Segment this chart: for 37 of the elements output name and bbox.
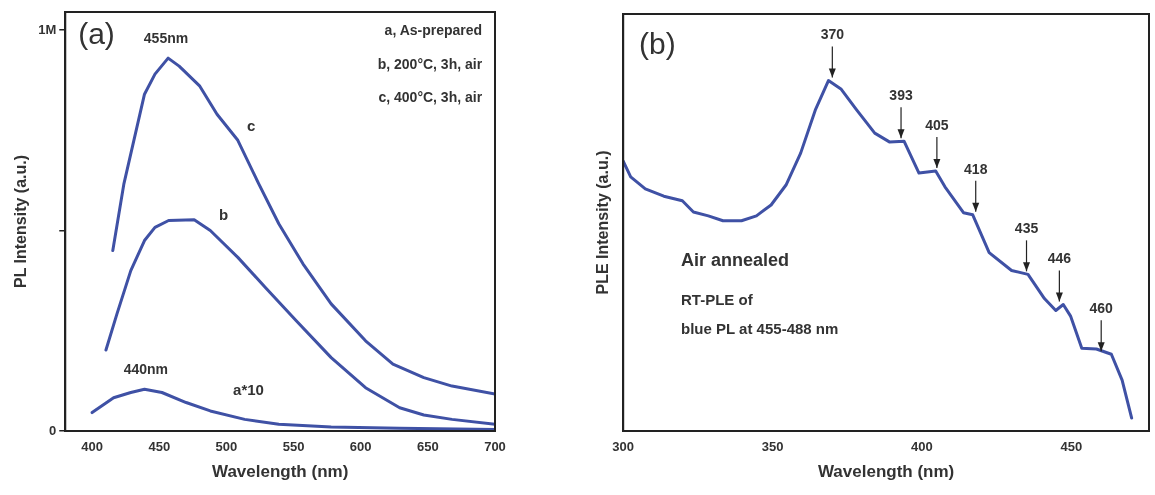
annotation: 440nm xyxy=(123,361,169,378)
annotation: blue PL at 455-488 nm xyxy=(681,320,839,338)
series-label: c xyxy=(246,117,256,135)
x-tick-label: 400 xyxy=(81,439,103,455)
annotation: 455nm xyxy=(143,29,189,46)
x-tick-label: 650 xyxy=(417,439,439,455)
x-tick-label: 450 xyxy=(148,439,171,455)
annotation: a, As-prepared xyxy=(384,22,483,39)
annotation: 370 xyxy=(820,26,845,43)
annotation: 418 xyxy=(964,160,988,177)
y-axis-title: PLE Intensity (a.u.) xyxy=(594,150,612,295)
x-tick-label: 450 xyxy=(1060,439,1083,455)
x-tick-label: 550 xyxy=(282,439,305,455)
annotation: 393 xyxy=(889,87,913,104)
x-tick-label: 500 xyxy=(215,439,238,455)
y-tick-label: 1M xyxy=(38,21,57,37)
x-tick-label: 350 xyxy=(761,439,784,455)
annotation: 460 xyxy=(1089,300,1114,317)
annotation: RT-PLE of xyxy=(681,291,754,309)
annotation: b, 200°C, 3h, air xyxy=(377,55,483,72)
annotation: 446 xyxy=(1047,250,1072,267)
annotation: c, 400°C, 3h, air xyxy=(378,89,483,106)
x-tick-label: 700 xyxy=(484,439,506,455)
x-axis-title: Wavelength (nm) xyxy=(211,462,349,482)
series-label: b xyxy=(218,205,229,223)
y-axis-title: PL Intensity (a.u.) xyxy=(12,154,30,289)
annotation: 405 xyxy=(925,116,949,133)
x-tick-label: 600 xyxy=(349,439,372,455)
annotation: (a) xyxy=(78,16,115,50)
y-tick-label: 0 xyxy=(49,422,57,438)
annotation: 435 xyxy=(1014,220,1039,237)
x-tick-label: 300 xyxy=(612,439,635,455)
annotation: Air annealed xyxy=(681,249,790,270)
text: (b) xyxy=(638,26,676,60)
x-axis-title: Wavelength (nm) xyxy=(817,462,955,482)
series-label: a*10 xyxy=(233,381,264,399)
x-tick-label: 400 xyxy=(911,439,933,455)
